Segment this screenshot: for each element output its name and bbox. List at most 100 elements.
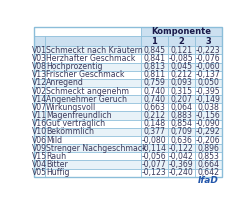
Text: 0,759: 0,759 [143, 78, 165, 87]
Text: 0,377: 0,377 [143, 127, 165, 136]
Text: Rauh: Rauh [46, 152, 66, 161]
Text: -0,223: -0,223 [196, 46, 221, 55]
Bar [141, 144, 168, 152]
Bar [34, 136, 44, 144]
Text: Strenger Nachgeschmack: Strenger Nachgeschmack [46, 144, 147, 153]
Text: 0,093: 0,093 [170, 78, 192, 87]
Text: 0,212: 0,212 [143, 111, 165, 120]
Bar [34, 128, 44, 136]
Bar [44, 136, 141, 144]
Bar [168, 46, 195, 54]
Bar [34, 71, 44, 79]
Text: 0,315: 0,315 [170, 87, 192, 96]
Text: 0,064: 0,064 [170, 103, 192, 112]
Bar [141, 71, 168, 79]
Bar [141, 169, 168, 177]
Bar [44, 144, 141, 152]
Bar [141, 152, 168, 161]
Text: -0,122: -0,122 [169, 144, 194, 153]
Text: V12: V12 [32, 78, 47, 87]
Bar [141, 62, 168, 71]
Bar [141, 128, 168, 136]
Text: 0,853: 0,853 [198, 152, 219, 161]
Text: 0,740: 0,740 [143, 87, 165, 96]
Text: 0,038: 0,038 [198, 103, 219, 112]
Bar [168, 87, 195, 95]
Bar [44, 161, 141, 169]
Text: -0,137: -0,137 [196, 70, 221, 79]
Text: 1: 1 [151, 37, 157, 46]
Bar [195, 103, 222, 111]
Text: 2: 2 [178, 37, 184, 46]
Text: Huffig: Huffig [46, 168, 70, 177]
Text: V08: V08 [32, 62, 47, 71]
Text: Magenfreundlich: Magenfreundlich [46, 111, 112, 120]
Bar [168, 95, 195, 103]
Bar [44, 87, 141, 95]
Bar [168, 169, 195, 177]
Bar [195, 54, 222, 62]
Bar [168, 71, 195, 79]
Text: -0,060: -0,060 [196, 62, 221, 71]
Text: -0,080: -0,080 [142, 136, 167, 145]
Text: IfaD: IfaD [198, 176, 219, 185]
Text: -0,056: -0,056 [142, 152, 167, 161]
Bar [195, 152, 222, 161]
Bar [141, 87, 168, 95]
Bar [168, 103, 195, 111]
Text: V04: V04 [32, 160, 47, 169]
Bar [195, 144, 222, 152]
Text: -0,123: -0,123 [142, 168, 167, 177]
Bar [34, 103, 44, 111]
Bar [44, 103, 141, 111]
Text: -0,292: -0,292 [196, 127, 221, 136]
Bar [34, 95, 44, 103]
Bar [195, 79, 222, 87]
Text: 0,045: 0,045 [170, 62, 192, 71]
Text: Frischer Geschmack: Frischer Geschmack [46, 70, 125, 79]
Text: 0,050: 0,050 [198, 78, 219, 87]
Bar [195, 87, 222, 95]
Bar [34, 144, 44, 152]
Bar [44, 79, 141, 87]
Bar [195, 120, 222, 128]
Bar [44, 169, 141, 177]
Bar [44, 95, 141, 103]
Text: V05: V05 [32, 168, 47, 177]
Text: V06: V06 [32, 136, 47, 145]
Bar [195, 62, 222, 71]
Text: 0,883: 0,883 [170, 111, 192, 120]
Bar [195, 136, 222, 144]
Text: Herzhafter Geschmack: Herzhafter Geschmack [46, 54, 136, 63]
Bar [195, 128, 222, 136]
Text: 0,121: 0,121 [170, 46, 192, 55]
Bar [44, 54, 141, 62]
Text: V15: V15 [32, 152, 47, 161]
Bar [195, 111, 222, 120]
Bar [168, 62, 195, 71]
Bar [141, 95, 168, 103]
Bar [34, 54, 44, 62]
Bar [141, 103, 168, 111]
Bar [44, 152, 141, 161]
Text: V02: V02 [32, 87, 47, 96]
Text: 3: 3 [206, 37, 211, 46]
Bar [141, 111, 168, 120]
Text: -0,085: -0,085 [169, 54, 194, 63]
Text: 0,854: 0,854 [170, 119, 192, 128]
Bar [34, 27, 141, 36]
Bar [34, 79, 44, 87]
Bar [195, 161, 222, 169]
Bar [168, 128, 195, 136]
Text: Hochprozentig: Hochprozentig [46, 62, 103, 71]
Bar [34, 152, 44, 161]
Bar [34, 169, 44, 177]
Bar [44, 128, 141, 136]
Text: V13: V13 [32, 70, 47, 79]
Text: -0,206: -0,206 [196, 136, 221, 145]
Bar [44, 71, 141, 79]
Bar [34, 62, 44, 71]
Text: Bitter: Bitter [46, 160, 68, 169]
Text: -0,395: -0,395 [196, 87, 221, 96]
Text: 0,709: 0,709 [170, 127, 192, 136]
